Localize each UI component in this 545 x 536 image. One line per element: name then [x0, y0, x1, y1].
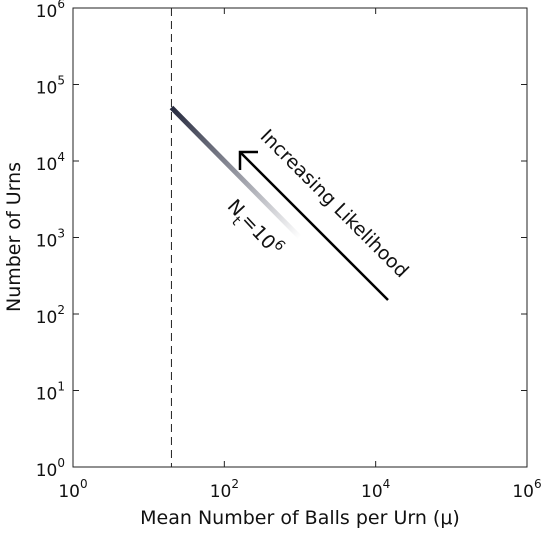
y-tick-label-exponent: 2	[57, 303, 65, 317]
y-tick-label: 103	[36, 227, 65, 252]
x-tick-label-exponent: 4	[383, 477, 391, 491]
y-axis-label: Number of Urns	[3, 162, 25, 312]
x-tick-label-base: 10	[512, 482, 534, 502]
x-tick-label-base: 10	[58, 482, 80, 502]
arrow-shaft	[239, 151, 389, 301]
y-tick-label: 102	[36, 303, 65, 328]
x-tick-label-exponent: 2	[231, 477, 239, 491]
arrow-head	[238, 150, 258, 170]
nt-annotation: Nt=106	[219, 193, 289, 264]
y-tick-label-exponent: 6	[57, 0, 65, 11]
x-tick-label-base: 10	[361, 482, 383, 502]
y-tick-label: 100	[36, 456, 65, 481]
y-tick-label: 106	[36, 0, 65, 22]
x-tick-label-exponent: 6	[534, 477, 542, 491]
x-tick-label: 104	[361, 477, 390, 502]
arrow-annotation: Increasing Likelihood	[256, 125, 413, 282]
y-tick-label-exponent: 5	[57, 74, 65, 88]
x-axis-label: Mean Number of Balls per Urn (μ)	[140, 507, 460, 529]
x-tick-label-exponent: 0	[80, 477, 88, 491]
x-tick-label: 102	[210, 477, 239, 502]
y-tick-label-exponent: 3	[57, 227, 65, 241]
y-tick-label-base: 10	[36, 2, 58, 22]
y-tick-label: 105	[36, 74, 65, 99]
y-tick-label: 104	[36, 150, 65, 175]
y-tick-label-exponent: 1	[57, 380, 65, 394]
x-tick-label-base: 10	[210, 482, 232, 502]
x-tick-label: 100	[58, 477, 87, 502]
y-tick-label-exponent: 4	[57, 150, 65, 164]
y-tick-label-base: 10	[36, 232, 58, 252]
y-tick-label-base: 10	[36, 155, 58, 175]
y-tick-label-base: 10	[36, 385, 58, 405]
y-tick-label-exponent: 0	[57, 456, 65, 470]
y-tick-label-base: 10	[36, 308, 58, 328]
y-tick-label: 101	[36, 380, 65, 405]
y-tick-label-base: 10	[36, 79, 58, 99]
y-tick-label-base: 10	[36, 461, 58, 481]
likelihood-line	[169, 105, 302, 240]
x-tick-label: 106	[512, 477, 541, 502]
